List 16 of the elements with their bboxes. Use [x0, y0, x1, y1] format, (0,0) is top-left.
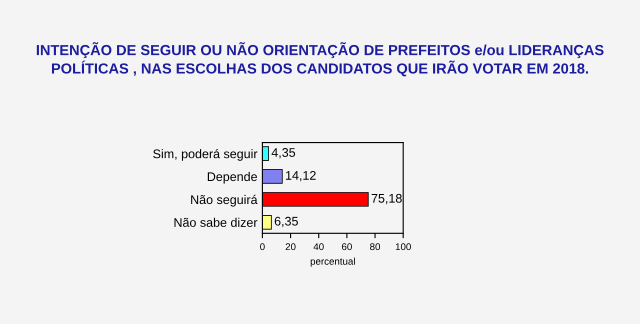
data-label: 75,18 [372, 194, 402, 204]
x-tick-label: 60 [342, 243, 352, 250]
data-label: 4,35 [272, 148, 296, 158]
x-tick-label: 0 [260, 243, 265, 250]
chart-title: INTENÇÃO DE SEGUIR OU NÃO ORIENTAÇÃO DE PREFEITOS e/ou LIDERANÇAS POLÍTICAS , NAS ESCOLHAS DOS CANDIDATOS QUE IRÃO VOTAR EM 2018. [36, 42, 604, 76]
y-tick-label: Não sabe dizer [174, 218, 258, 227]
x-axis-title: percentual [310, 258, 355, 267]
y-tick-label: Não seguirá [191, 194, 258, 207]
x-tick-label: 100 [396, 243, 411, 250]
y-tick-label: Sim, poderá seguir [153, 148, 258, 161]
x-tick-label: 20 [286, 243, 296, 250]
data-label: 14,12 [286, 170, 316, 182]
y-tick-label: Depende [208, 172, 257, 184]
x-tick-label: 80 [370, 243, 380, 250]
x-tick-label: 40 [314, 243, 324, 250]
data-label: 6,35 [274, 216, 298, 228]
